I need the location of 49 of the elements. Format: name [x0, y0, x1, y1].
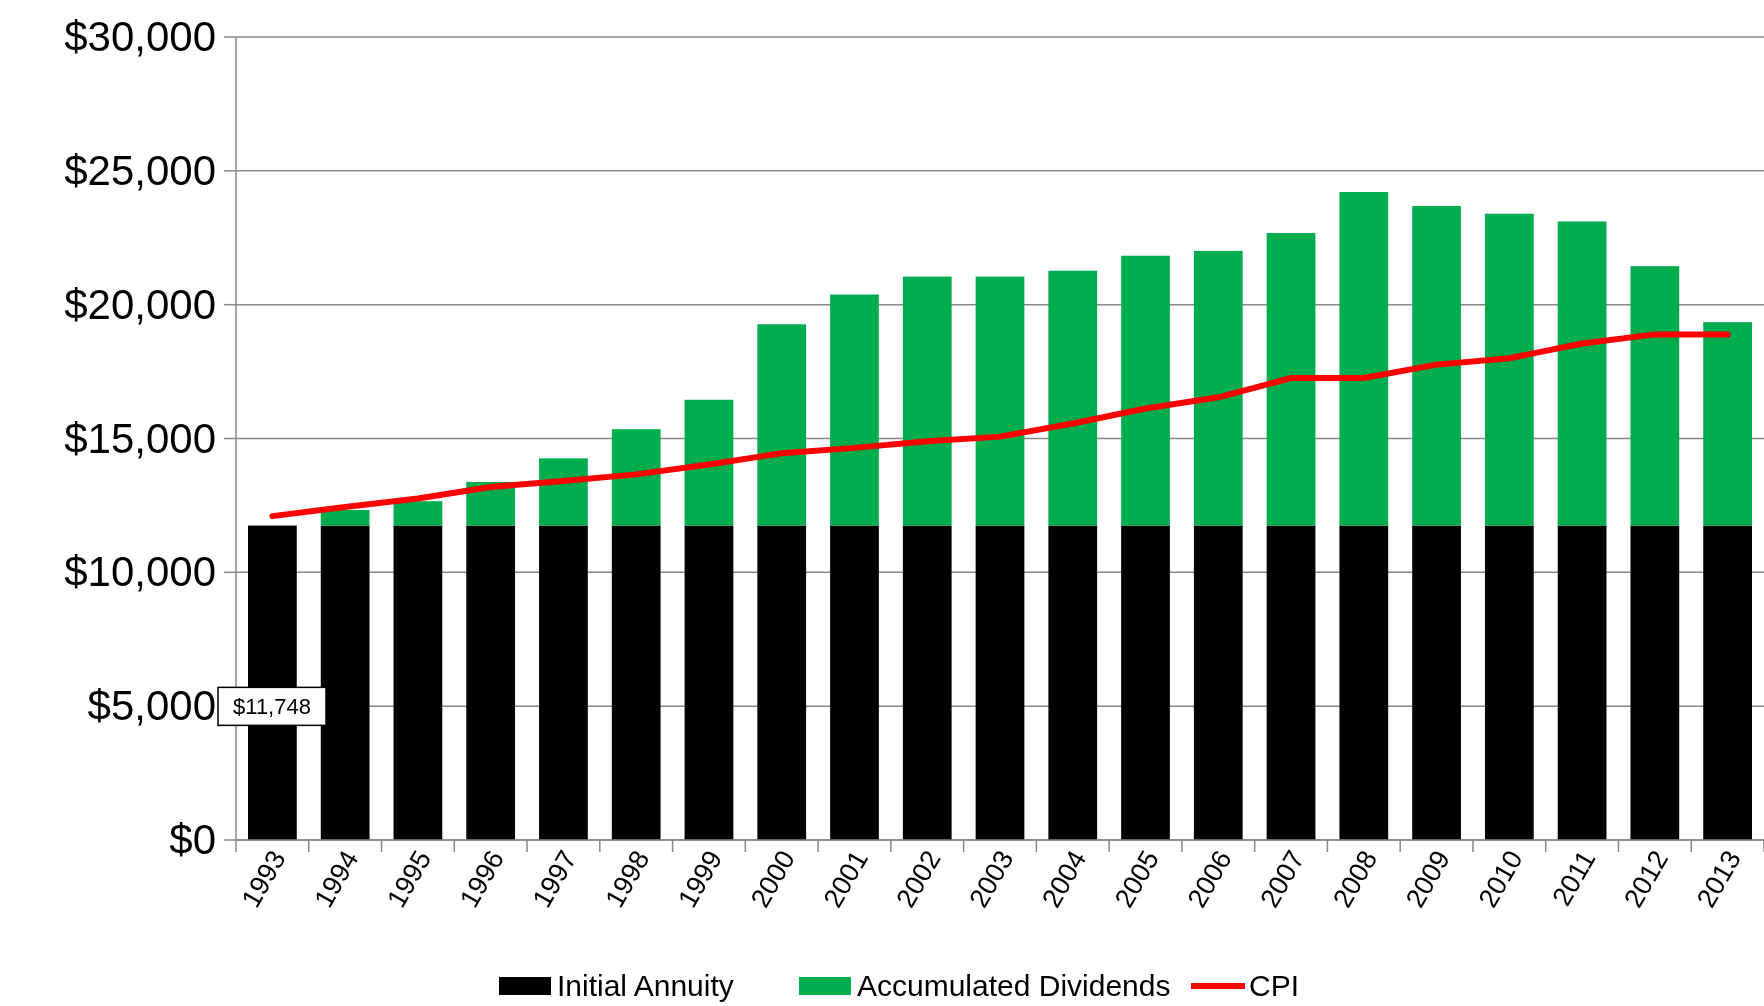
- bar: [1703, 525, 1752, 840]
- bar: [1484, 213, 1534, 526]
- legend-label: Accumulated Dividends: [857, 969, 1171, 1002]
- bar: [684, 525, 734, 840]
- bar: [1193, 525, 1243, 840]
- bar: [611, 429, 661, 526]
- bar: [830, 294, 879, 526]
- bar: [1630, 266, 1680, 526]
- y-tick-label: $20,000: [64, 280, 216, 328]
- bar: [757, 324, 807, 526]
- bar: [1630, 525, 1680, 840]
- bar: [539, 458, 588, 526]
- bar: [320, 510, 370, 526]
- bar: [1121, 255, 1170, 526]
- bar: [393, 525, 443, 840]
- bar: [539, 525, 588, 840]
- bar: [1412, 525, 1461, 840]
- bar: [611, 525, 661, 840]
- bar: [902, 276, 952, 526]
- bar: [1048, 525, 1098, 840]
- bar: [1339, 192, 1389, 526]
- bar: [1266, 525, 1316, 840]
- legend-label: Initial Annuity: [557, 969, 734, 1002]
- y-tick-label: $10,000: [64, 548, 216, 596]
- data-label: $11,748: [233, 694, 311, 720]
- y-tick-label: $30,000: [64, 13, 216, 60]
- bar: [830, 525, 879, 840]
- bar: [1484, 525, 1534, 840]
- bar: [1193, 250, 1243, 526]
- bar: [1412, 205, 1461, 526]
- bar: [1121, 525, 1170, 840]
- y-tick-label: $25,000: [64, 146, 216, 194]
- bar: [1557, 221, 1607, 526]
- bar: [975, 276, 1025, 526]
- bar: [975, 525, 1025, 840]
- bar: [1339, 525, 1389, 840]
- bar: [393, 501, 443, 526]
- bar: [1266, 232, 1316, 526]
- bar: [757, 525, 807, 840]
- bar: [1703, 322, 1752, 526]
- y-tick-label: $15,000: [64, 414, 216, 462]
- legend-label: CPI: [1249, 969, 1300, 1002]
- bar: [1557, 525, 1607, 840]
- bar: [684, 399, 734, 526]
- y-tick-label: $5,000: [87, 682, 216, 730]
- bar: [1048, 270, 1098, 526]
- bar: [466, 525, 516, 840]
- bar: [902, 525, 952, 840]
- y-tick-label: $0: [169, 816, 216, 863]
